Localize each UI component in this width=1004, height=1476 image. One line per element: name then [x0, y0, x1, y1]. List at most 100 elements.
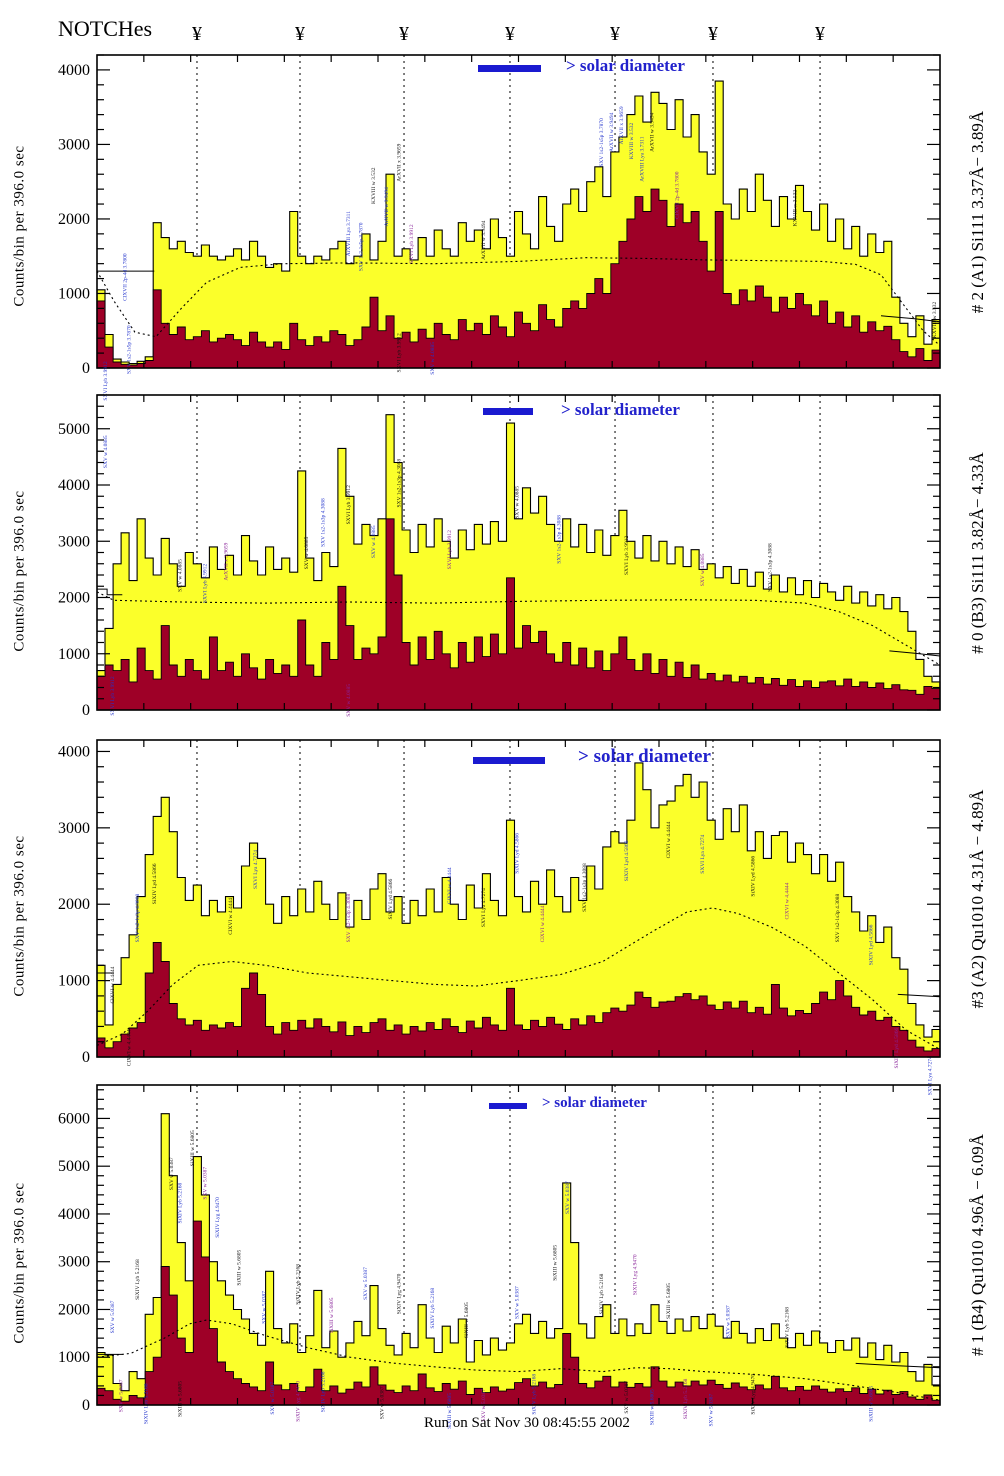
line-annotation: SXV w 5.0387 — [169, 1157, 175, 1190]
line-annotation: SXV w 5.0387 — [270, 1382, 276, 1415]
line-annotation: SXV 1s2-1s3p 4.3088 — [557, 515, 563, 564]
background-level-line — [855, 1362, 941, 1369]
line-annotation: ClXVI w 4.4444 — [110, 966, 116, 1003]
line-annotation: SiXIV Lyd 4.5866 — [152, 863, 158, 904]
line-annotation: ClXVI w 4.4444 — [666, 821, 672, 858]
line-annotation: ArXVII x 3.9659 — [397, 143, 403, 181]
panel-1-ylabel: Counts/bin per 396.0 sec — [11, 145, 28, 307]
y-tick-label: 3000 — [58, 1254, 90, 1271]
notch-marker: ¥ — [192, 23, 202, 45]
line-annotation: SiXIV Lyb 5.2168 — [177, 1183, 183, 1224]
total-counts-histogram — [96, 414, 941, 711]
panel-4-title: # 1 (B4) Qu1010 4.96Å − 6.09Å — [968, 1133, 987, 1357]
line-annotation: SXVI Lyb 3.9912 — [624, 535, 630, 575]
line-annotation: KXVIII w 3.532 — [932, 301, 938, 338]
line-annotation: SXV w 5.0387 — [118, 1379, 124, 1412]
line-annotation: SXV 1s2-1s5p 3.7870 — [599, 118, 605, 167]
background-level-line — [97, 588, 123, 596]
line-annotation: SXV w 5.0387 — [203, 1167, 209, 1200]
line-annotation: ClXVI w 4.4444 — [127, 1029, 133, 1066]
notch-marker: ¥ — [815, 23, 825, 45]
y-tick-label: 3000 — [58, 136, 90, 153]
solar-diameter-label: > solar diameter — [542, 1095, 647, 1111]
overlay-counts-histogram — [96, 1220, 941, 1406]
y-tick-label: 2000 — [58, 211, 90, 228]
line-annotation: SiXIV Lyg 4.9470 — [295, 1381, 301, 1422]
y-tick-label: 1000 — [58, 973, 90, 990]
y-tick-label: 5000 — [58, 421, 90, 438]
line-annotation: SiXIV Lyg 4.9470 — [397, 1273, 403, 1314]
line-annotation: SiXIV Lyb 5.2168 — [321, 1371, 327, 1412]
line-annotation: ClXVI w 4.4444 — [228, 898, 234, 935]
line-annotation: ClXVI w 4.4444 — [447, 867, 453, 904]
line-annotation: SXVI Lyb 3.9912 — [103, 361, 109, 401]
line-annotation: SiXIII w 5.6805 — [666, 1283, 672, 1319]
line-annotation: SXV w 5.0387 — [708, 1393, 714, 1426]
line-annotation: SXV w 4.0885 — [430, 342, 436, 375]
panel-2-title: # 0 (B3) Si111 3.82Å− 4.33Å — [968, 452, 987, 654]
notch-marker: ¥ — [708, 23, 718, 45]
line-annotation: ArXVII w 3.9494 — [649, 112, 655, 152]
line-annotation: SXV w 5.0387 — [110, 1300, 116, 1333]
y-tick-label: 2000 — [58, 1301, 90, 1318]
line-annotation: KXVIII w 3.532 — [371, 167, 377, 204]
line-annotation: SiXIII w 5.6805 — [869, 1386, 875, 1422]
line-annotation: SXVI Lyb 3.9912 — [409, 224, 415, 264]
line-annotation: ClXVI w 4.4444 — [784, 882, 790, 919]
notch-marker: ¥ — [295, 23, 305, 45]
line-annotation: SiXIII w 5.6805 — [464, 1302, 470, 1338]
line-annotation: SiXIV Lyd 4.5866 — [751, 856, 757, 897]
line-annotation: ArXVII x 3.9659 — [224, 542, 230, 580]
solar-diameter-bar — [489, 1103, 527, 1109]
line-annotation: SiXIII w 5.6805 — [447, 1393, 453, 1429]
line-annotation: SXVI Lyb 3.9912 — [110, 676, 116, 716]
overlay-counts-histogram — [96, 518, 941, 711]
line-annotation: SXV w 4.0885 — [177, 559, 183, 592]
notches-title: NOTCHes — [58, 16, 153, 41]
panel-3-title: #3 (A2) Qu1010 4.31Å − 4.89Å — [968, 789, 987, 1009]
line-annotation: SXVI Lya 4.7274 — [928, 1056, 934, 1095]
panel-4-ylabel: Counts/bin per 396.0 sec — [11, 1182, 28, 1344]
solar-diameter-label: > solar diameter — [578, 746, 711, 767]
dotted-trend-curve — [96, 907, 941, 1050]
overlay-counts-histogram — [96, 941, 941, 1058]
line-annotation: SXV 1s2-1s3p 4.3088 — [767, 543, 773, 592]
y-tick-label: 6000 — [58, 1110, 90, 1127]
line-annotation: SiXIII w 5.6805 — [236, 1249, 242, 1285]
line-annotation: ArXVIII Lya 3.7311 — [639, 136, 645, 181]
y-tick-label: 0 — [82, 360, 90, 377]
line-annotation: SiXIV Lyg 4.9470 — [215, 1197, 221, 1238]
line-annotation: SXVI Lya 4.7274 — [700, 834, 706, 873]
line-annotation: SXV w 5.0387 — [262, 1291, 268, 1324]
line-annotation: SXVI Lya 4.7274 — [253, 850, 259, 889]
line-annotation: SXVI Lyb 3.9912 — [203, 564, 209, 604]
notch-marker: ¥ — [610, 23, 620, 45]
solar-diameter-bar — [473, 757, 545, 764]
y-tick-label: 1000 — [58, 1349, 90, 1366]
line-annotation: SiXIII w 5.6805 — [329, 1297, 335, 1333]
background-level-line — [889, 650, 941, 657]
line-annotation: SXV w 5.0387 — [565, 1181, 571, 1214]
background-level-line — [880, 315, 941, 323]
line-annotation: SXV 1s2-1s5p 3.7870 — [127, 325, 133, 374]
line-annotation: SiXIV Lyd 4.5866 — [869, 924, 875, 965]
line-annotation: SiXIV Lyg 4.9470 — [751, 1374, 757, 1415]
panel-2-ylabel: Counts/bin per 396.0 sec — [11, 490, 28, 652]
y-tick-label: 1000 — [58, 646, 90, 663]
line-annotation: SiXIV Lyb 5.2168 — [295, 1264, 301, 1305]
line-annotation: SiXIV Lyb 5.2168 — [599, 1273, 605, 1314]
line-annotation: SiXIV Lyd 4.5866 — [894, 1028, 900, 1069]
line-annotation: ClXVII 2p-4d 3.7800 — [123, 253, 129, 301]
solar-diameter-label: > solar diameter — [561, 400, 680, 419]
line-annotation: ClXVII 2p-4d 3.7800 — [675, 171, 681, 219]
solar-diameter-bar — [478, 65, 541, 72]
dotted-trend-curve — [96, 257, 941, 347]
line-annotation: KXVIII w 3.532 — [793, 190, 799, 227]
run-timestamp: Run on Sat Nov 30 08:45:55 2002 — [424, 1415, 630, 1431]
line-annotation: SiXIV Lyb 5.2168 — [683, 1378, 689, 1419]
line-annotation: ArXVII x 3.9659 — [619, 106, 625, 144]
line-annotation: ArXVII w 3.9494 — [609, 112, 615, 152]
line-annotation: SXVI Lyb 3.9912 — [346, 485, 352, 525]
line-annotation: SiXIV Lyb 5.2168 — [135, 1259, 141, 1300]
